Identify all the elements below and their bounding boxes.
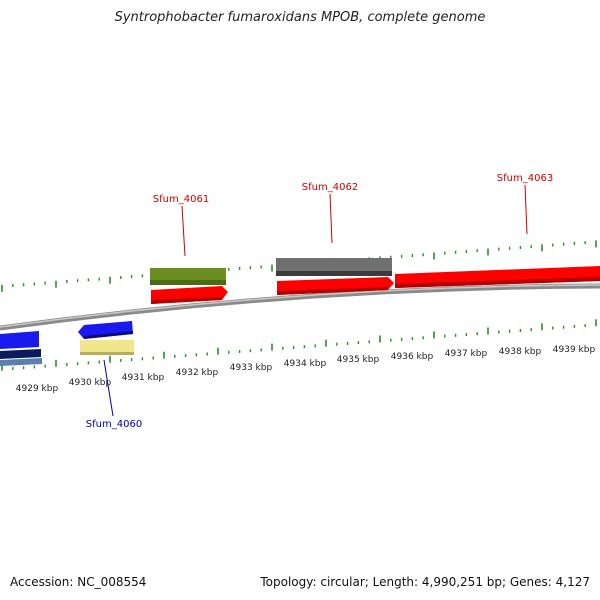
- scale-label: 4937 kbp: [445, 349, 488, 359]
- inner-tick-track: [1, 319, 597, 371]
- gene-label-sfum-4060[interactable]: Sfum_4060: [86, 419, 142, 430]
- gene-label-sfum-4063[interactable]: Sfum_4063: [497, 173, 553, 184]
- gene-feature-blue-left[interactable]: [0, 331, 39, 349]
- scale-label: 4929 kbp: [16, 384, 59, 394]
- gene-label-sfum-4062[interactable]: Sfum_4062: [302, 182, 358, 193]
- gene-arrow-sfum-4060-shade: [84, 331, 133, 339]
- genome-backbone: [0, 283, 600, 331]
- gene-feature-olive-shade: [150, 280, 226, 285]
- gene-feature-gray-shade: [276, 271, 392, 276]
- leader-sfum-4060: [103, 359, 114, 417]
- map-title: Syntrophobacter fumaroxidans MPOB, compl…: [114, 10, 486, 25]
- gene-arrow-sfum-4063-shade: [395, 277, 600, 288]
- leader-sfum-4062: [329, 193, 333, 244]
- genome-backbone-highlight: [0, 284, 600, 328]
- scale-label: 4934 kbp: [284, 359, 327, 369]
- gene-feature-steel[interactable]: [0, 358, 42, 366]
- scale-label: 4931 kbp: [122, 373, 165, 383]
- scale-label: 4939 kbp: [553, 345, 596, 355]
- leader-sfum-4063: [524, 184, 528, 235]
- gene-arrow-sfum-4061-shade: [151, 297, 222, 304]
- scale-label: 4936 kbp: [391, 352, 434, 362]
- scale-label: 4930 kbp: [69, 378, 112, 388]
- leader-sfum-4061: [181, 205, 186, 257]
- scale-label: 4935 kbp: [337, 355, 380, 365]
- topology-text: Topology: circular; Length: 4,990,251 bp…: [260, 575, 590, 589]
- scale-label: 4933 kbp: [230, 363, 273, 373]
- accession-text: Accession: NC_008554: [10, 575, 147, 589]
- gene-feature-khaki-shade: [80, 352, 134, 355]
- gene-feature-khaki[interactable]: [80, 340, 134, 355]
- gene-label-sfum-4061[interactable]: Sfum_4061: [153, 194, 209, 205]
- scale-label: 4938 kbp: [499, 347, 542, 357]
- gene-arrow-sfum-4062-shade: [277, 287, 388, 295]
- scale-label: 4932 kbp: [176, 368, 219, 378]
- gene-feature-navy[interactable]: [0, 349, 41, 359]
